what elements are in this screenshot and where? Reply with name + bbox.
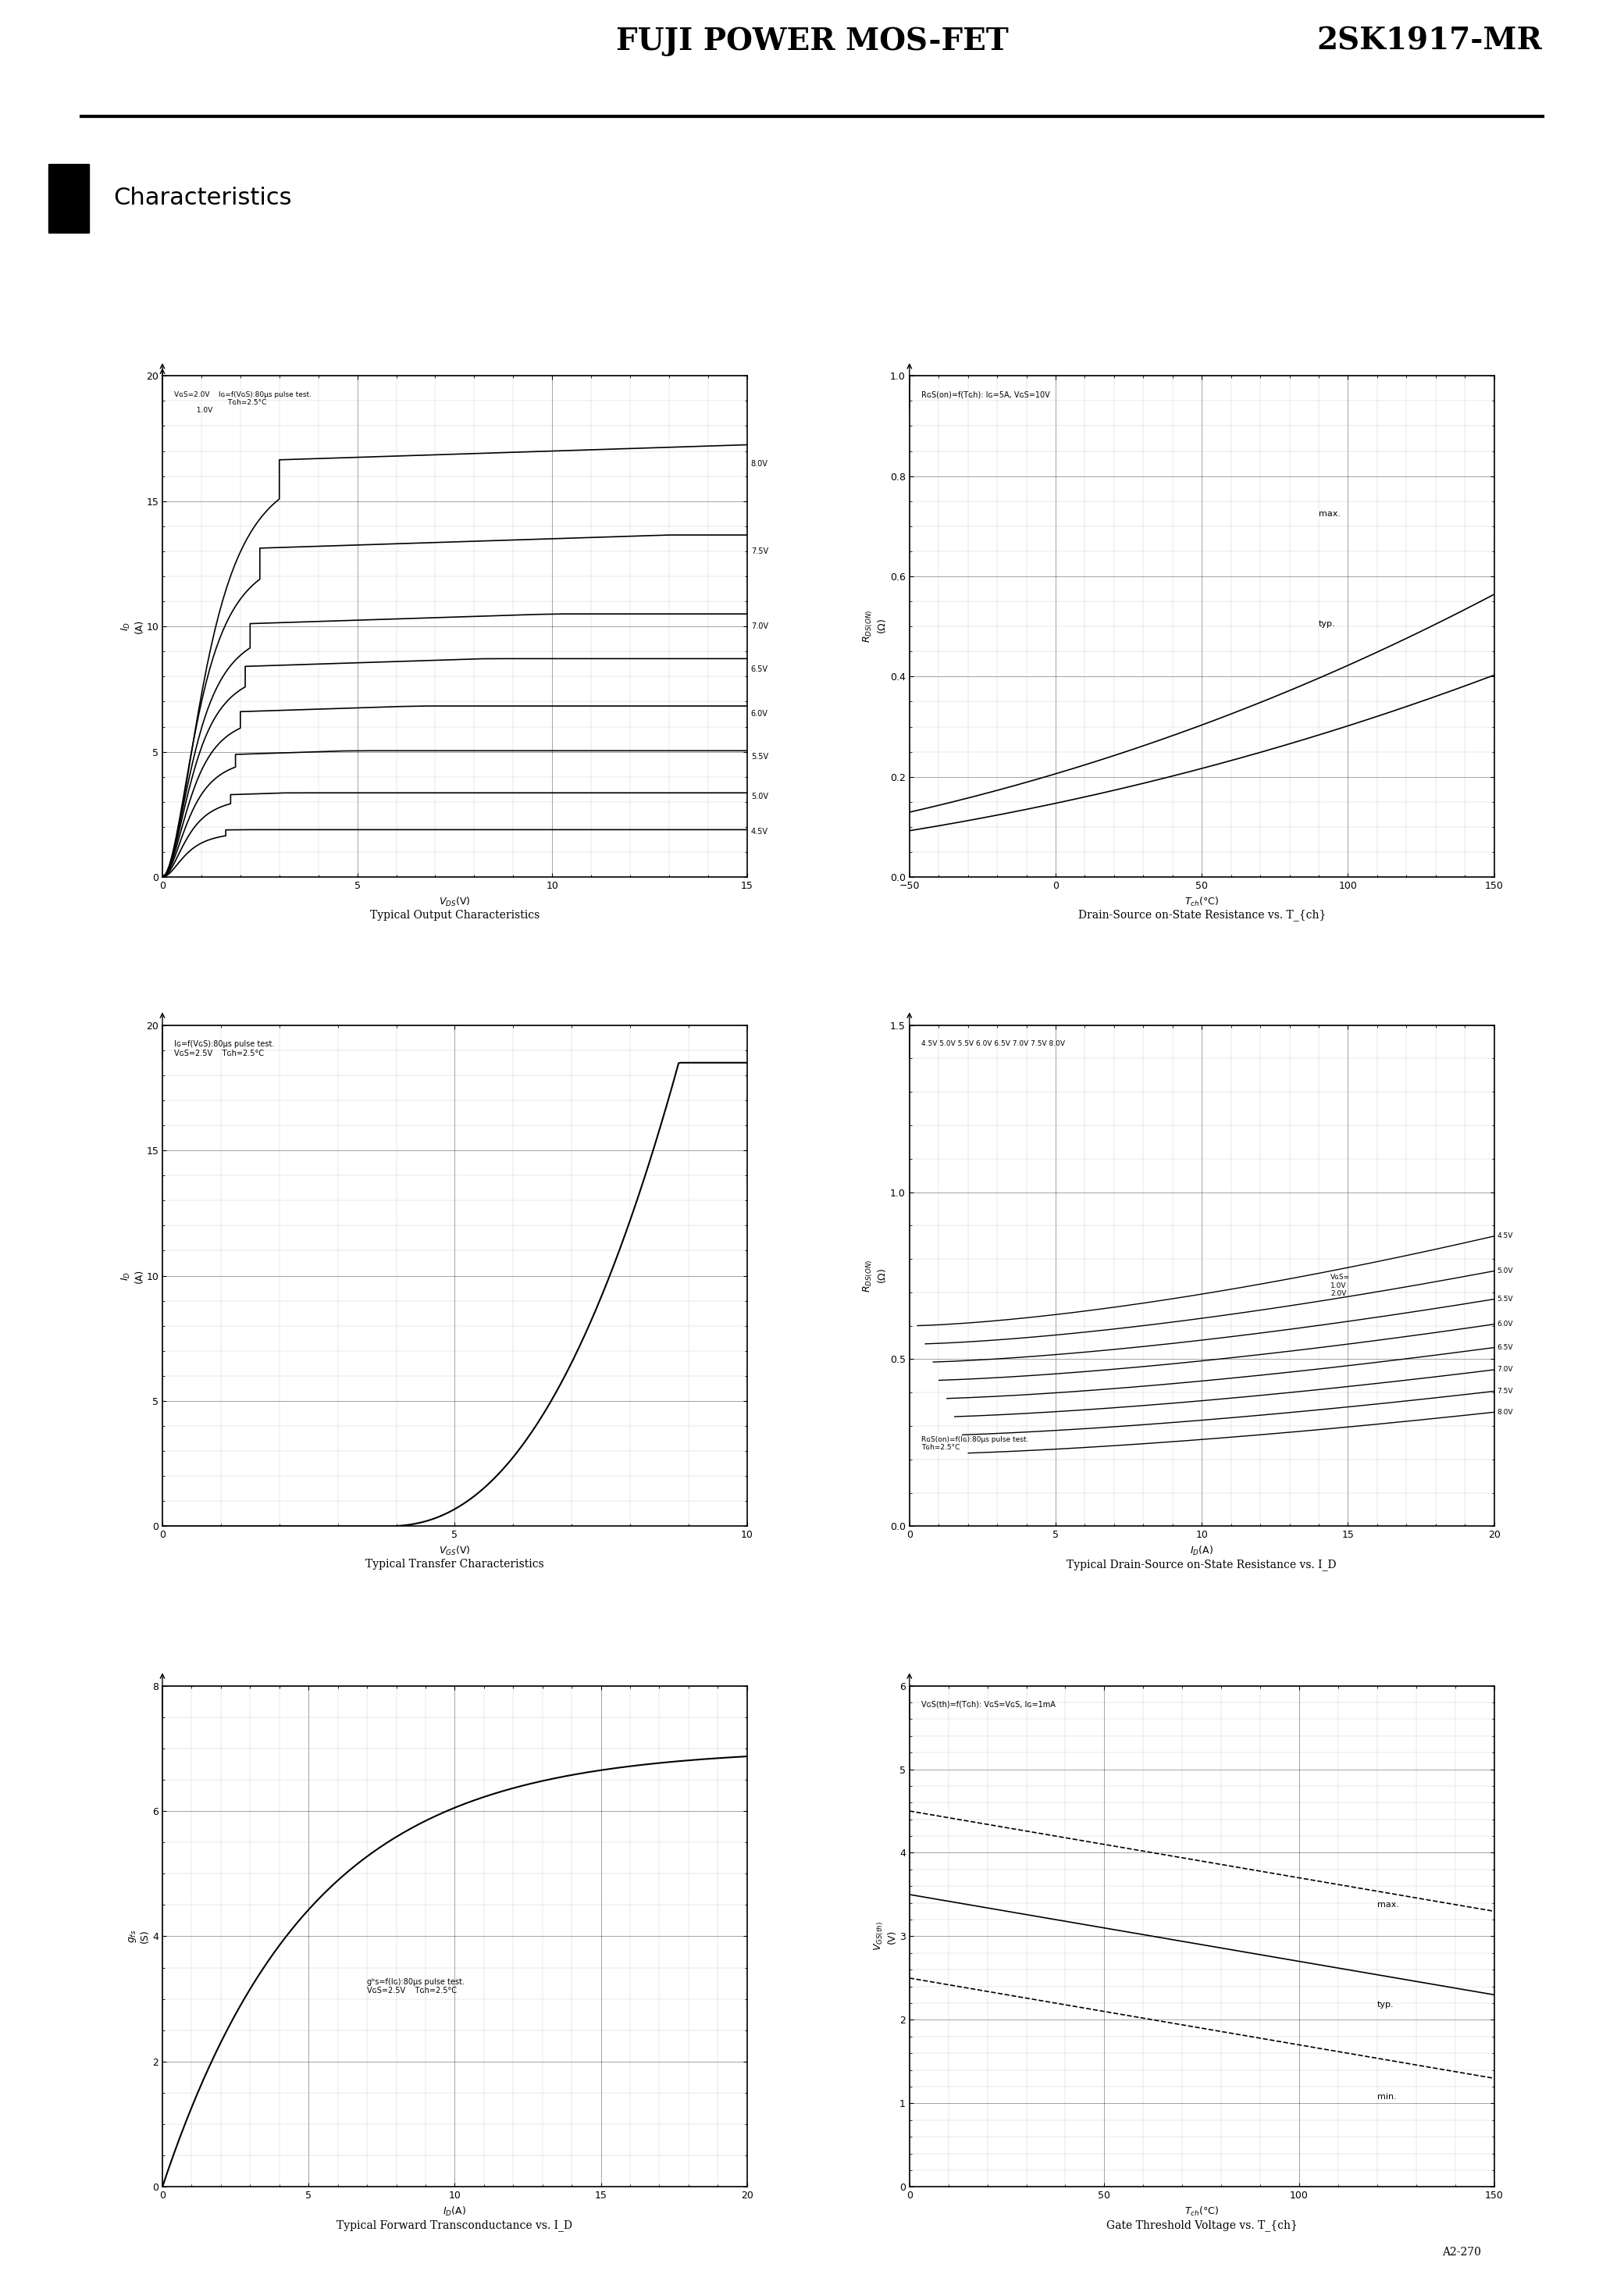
Text: typ.: typ. [1319, 620, 1335, 629]
Text: 7.5V: 7.5V [750, 547, 768, 556]
Text: Typical Output Characteristics: Typical Output Characteristics [370, 909, 539, 920]
Text: 5.5V: 5.5V [750, 752, 768, 761]
Text: VɢS=2.0V    Iɢ=f(VɢS):80μs pulse test.
                        Tɢh=2.5°C
       : VɢS=2.0V Iɢ=f(VɢS):80μs pulse test. Tɢh=… [174, 392, 312, 415]
Text: 5.0V: 5.0V [750, 793, 768, 802]
Text: 6.5V: 6.5V [1497, 1344, 1514, 1351]
Text: 6.5V: 6.5V [750, 665, 768, 672]
Text: VɢS(th)=f(Tɢh): VɢS=VɢS, Iɢ=1mA: VɢS(th)=f(Tɢh): VɢS=VɢS, Iɢ=1mA [921, 1702, 1056, 1708]
Text: 6.0V: 6.0V [750, 711, 768, 718]
Text: typ.: typ. [1377, 2000, 1393, 2009]
Text: Typical Forward Transconductance vs. I_D: Typical Forward Transconductance vs. I_D [336, 2219, 573, 2230]
Text: FUJI POWER MOS-FET: FUJI POWER MOS-FET [615, 25, 1009, 57]
Text: 7.0V: 7.0V [750, 622, 768, 631]
Text: 8.0V: 8.0V [750, 460, 768, 467]
Text: Characteristics: Characteristics [114, 187, 292, 210]
Y-axis label: $I_D$
(A): $I_D$ (A) [120, 1269, 145, 1283]
X-axis label: $V_{DS}$(V): $V_{DS}$(V) [438, 895, 471, 909]
X-axis label: $V_{GS}$(V): $V_{GS}$(V) [438, 1544, 471, 1558]
X-axis label: $I_D$(A): $I_D$(A) [443, 2205, 466, 2219]
Text: 2SK1917-MR: 2SK1917-MR [1317, 25, 1541, 57]
Text: 5.5V: 5.5V [1497, 1296, 1514, 1303]
Bar [49, 164, 89, 232]
Text: Typical Drain-Source on-State Resistance vs. I_D: Typical Drain-Source on-State Resistance… [1067, 1558, 1337, 1570]
X-axis label: $I_D$(A): $I_D$(A) [1190, 1544, 1213, 1558]
Text: 7.0V: 7.0V [1497, 1367, 1514, 1374]
X-axis label: $T_{ch}$($\degree$C): $T_{ch}$($\degree$C) [1184, 895, 1220, 909]
Text: Gate Threshold Voltage vs. T_{ch}: Gate Threshold Voltage vs. T_{ch} [1106, 2219, 1298, 2230]
Text: RɢS(on)=f(Iɢ):80μs pulse test.
Tɢh=2.5°C: RɢS(on)=f(Iɢ):80μs pulse test. Tɢh=2.5°C [921, 1435, 1028, 1451]
Text: gᵇs=f(Iɢ):80μs pulse test.
VɢS=2.5V    Tɢh=2.5°C: gᵇs=f(Iɢ):80μs pulse test. VɢS=2.5V Tɢh=… [367, 1977, 464, 1996]
Text: RɢS(on)=f(Tɢh): Iɢ=5A, VɢS=10V: RɢS(on)=f(Tɢh): Iɢ=5A, VɢS=10V [921, 392, 1049, 399]
Y-axis label: $I_D$
(A): $I_D$ (A) [120, 620, 145, 633]
Y-axis label: $R_{DS(ON)}$
($\Omega$): $R_{DS(ON)}$ ($\Omega$) [861, 1260, 888, 1292]
Text: min.: min. [1377, 2093, 1397, 2100]
Text: 8.0V: 8.0V [1497, 1408, 1514, 1415]
Text: 4.5V: 4.5V [750, 827, 768, 836]
Text: 7.5V: 7.5V [1497, 1387, 1514, 1394]
Text: max.: max. [1319, 510, 1340, 517]
Text: VɢS=
1.0V
2.0V: VɢS= 1.0V 2.0V [1330, 1273, 1350, 1298]
Text: 4.5V: 4.5V [1497, 1232, 1514, 1239]
Text: 6.0V: 6.0V [1497, 1321, 1514, 1328]
Text: max.: max. [1377, 1900, 1398, 1909]
Text: Iɢ=f(VɢS):80μs pulse test.
VɢS=2.5V    Tɢh=2.5°C: Iɢ=f(VɢS):80μs pulse test. VɢS=2.5V Tɢh=… [174, 1041, 274, 1057]
Y-axis label: $g_{fs}$
(S): $g_{fs}$ (S) [128, 1929, 149, 1943]
X-axis label: $T_{ch}$($\degree$C): $T_{ch}$($\degree$C) [1184, 2205, 1220, 2219]
Y-axis label: $V_{GS(th)}$
(V): $V_{GS(th)}$ (V) [872, 1920, 896, 1952]
Y-axis label: $R_{DS(ON)}$
($\Omega$): $R_{DS(ON)}$ ($\Omega$) [861, 611, 888, 642]
Text: Drain-Source on-State Resistance vs. T_{ch}: Drain-Source on-State Resistance vs. T_{… [1078, 909, 1325, 920]
Text: A2-270: A2-270 [1442, 2246, 1481, 2257]
Text: 4.5V 5.0V 5.5V 6.0V 6.5V 7.0V 7.5V 8.0V: 4.5V 5.0V 5.5V 6.0V 6.5V 7.0V 7.5V 8.0V [921, 1041, 1065, 1048]
Text: Typical Transfer Characteristics: Typical Transfer Characteristics [365, 1558, 544, 1570]
Text: 5.0V: 5.0V [1497, 1267, 1514, 1273]
